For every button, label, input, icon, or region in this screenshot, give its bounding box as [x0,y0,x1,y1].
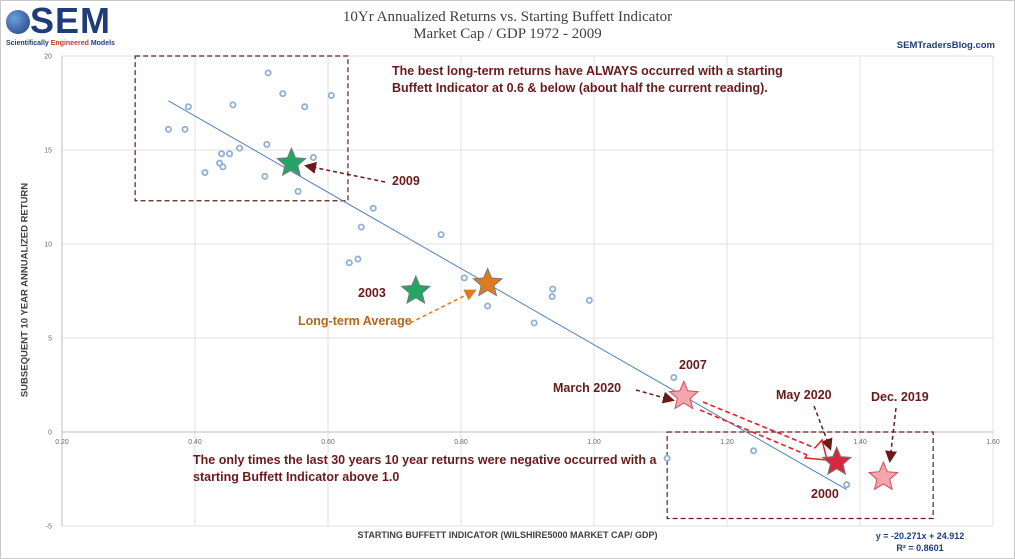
data-point [294,187,302,195]
data-point [585,296,593,304]
tick-labels: 0.20 0.40 0.60 0.80 1.00 1.20 1.40 1.60 -5 0 5 10 15… [44,54,1000,531]
data-point [229,101,237,109]
x-tick-label: 1.00 [587,439,601,446]
arrow-dec-2019 [885,407,897,463]
x-tick-label: 0.80 [454,439,468,446]
logo-tagline: Scientifically Engineered Models [6,40,115,47]
arrow-march-2020 [635,389,675,404]
best-returns-note: The best long-term returns have ALWAYS o… [392,64,783,95]
x-tick-label: 1.40 [853,439,867,446]
y-axis-label: SUBSEQUENT 10 YEAR ANNUALIZED RETURN [19,182,31,398]
data-point [460,274,468,282]
arrow-long-term-average [409,289,477,324]
data-point [670,373,678,381]
label-long-term-average: Long-term Average [298,314,412,328]
data-point [181,125,189,133]
star-markers [275,146,899,491]
trendline [168,100,847,490]
star-marker [668,379,700,410]
data-point [327,91,335,99]
arrow-2009 [304,161,386,183]
arrow-may-2020 [813,405,833,451]
y-tick-label: 15 [44,148,52,155]
data-point [843,481,851,489]
data-point [219,163,227,171]
data-points [164,69,851,489]
equation-text: y = -20.271x + 24.912 [875,531,965,541]
arrow-2020-decline [699,401,816,456]
star-marker [275,146,307,177]
star-marker [821,445,853,476]
data-point [549,285,557,293]
data-point [261,172,269,180]
label-2000: 2000 [811,487,839,501]
y-tick-label: 0 [48,430,52,437]
star-marker [867,460,899,491]
low-indicator-box [134,55,349,202]
data-point [236,144,244,152]
sem-logo: SEM Scientifically Engineered Models [6,0,136,52]
chart-title: 10Yr Annualized Returns vs. Starting Buf… [342,9,673,25]
data-point [345,259,353,267]
x-axis-label: STARTING BUFFETT INDICATOR (WILSHIRE5000… [357,530,658,540]
r-squared-text: R² = 0.8601 [896,543,944,553]
data-point [226,150,234,158]
data-point [354,255,362,263]
label-may-2020: May 2020 [776,388,832,402]
data-point [750,447,758,455]
y-tick-label: 20 [44,54,52,61]
data-point [201,169,209,177]
x-tick-label: 1.60 [986,439,1000,446]
high-indicator-box [666,431,934,520]
data-point [279,90,287,98]
y-tick-label: -5 [46,524,52,531]
x-tick-label: 0.60 [321,439,335,446]
logo-text: SEM [30,0,112,41]
data-point [184,103,192,111]
data-point [218,150,226,158]
x-tick-label: 0.20 [55,439,69,446]
label-2009: 2009 [392,174,420,188]
label-march-2020: March 2020 [553,381,622,395]
data-point [309,154,317,162]
data-point [264,69,272,77]
data-point [484,302,492,310]
data-point [530,319,538,327]
data-point [301,103,309,111]
y-tick-label: 5 [48,336,52,343]
star-marker [472,267,504,297]
data-point [357,223,365,231]
globe-icon [6,10,30,34]
data-point [548,293,556,301]
data-point [663,454,671,462]
negative-returns-note: The only times the last 30 years 10 year… [193,453,657,484]
star-marker [400,274,432,305]
x-tick-label: 1.20 [720,439,734,446]
label-2003: 2003 [358,286,386,300]
data-point [263,140,271,148]
data-point [164,125,172,133]
annotation-arrows [304,161,897,463]
chart-subtitle: Market Cap / GDP 1972 - 2009 [413,26,602,42]
dashed-boxes [134,55,934,520]
data-point [437,231,445,239]
label-dec-2019: Dec. 2019 [871,390,929,404]
site-link[interactable]: SEMTradersBlog.com [896,40,995,51]
trendline-equation: y = -20.271x + 24.912 R² = 0.8601 [840,530,1000,554]
y-tick-label: 10 [44,242,52,249]
label-2007: 2007 [679,358,707,372]
x-tick-label: 0.40 [188,439,202,446]
data-point [369,204,377,212]
